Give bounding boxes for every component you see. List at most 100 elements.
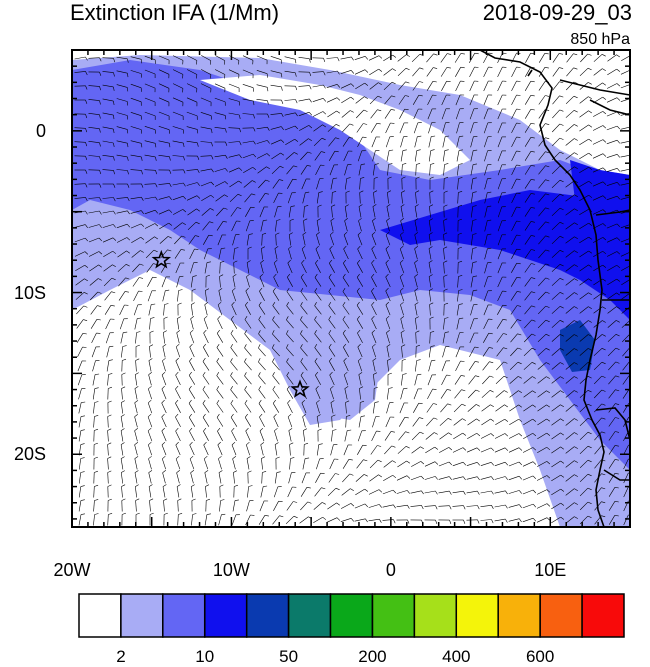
wind-barb (340, 83, 352, 89)
wind-barb (429, 164, 431, 176)
wind-barb (424, 461, 436, 467)
wind-barb (415, 164, 417, 176)
wind-barb (163, 332, 165, 344)
wind-barb (204, 262, 208, 274)
wind-barb (107, 458, 109, 470)
wind-barb-flag (516, 262, 521, 265)
wind-barb-flag (545, 221, 550, 224)
wind-barb (524, 235, 532, 245)
wind-barb-flag (458, 204, 463, 207)
wind-barb-flag (286, 288, 290, 292)
wind-barb-flag (631, 224, 634, 227)
wind-barb (484, 150, 488, 162)
wind-barb-flag (559, 67, 564, 69)
wind-barb-flag (155, 170, 157, 175)
wind-barb-flag (84, 251, 89, 255)
wind-barb-flag (80, 485, 85, 487)
wind-barb-flag (491, 476, 494, 481)
wind-barb-flag (127, 170, 129, 175)
colorbar-swatch (162, 593, 206, 638)
wind-barb-flag (616, 182, 621, 186)
wind-barb (357, 263, 363, 273)
wind-barb-flag (531, 235, 536, 237)
wind-barb (158, 140, 170, 144)
wind-barb (244, 333, 252, 343)
wind-barb (552, 109, 560, 119)
wind-barb (228, 167, 240, 173)
wind-barb (299, 125, 309, 131)
wind-barb-flag (314, 330, 317, 334)
wind-barb-flag (601, 515, 606, 518)
wind-barb (565, 320, 575, 328)
wind-barb (592, 125, 604, 131)
wind-barb (258, 333, 266, 343)
wind-barb-flag (289, 218, 294, 221)
wind-barb-flag (531, 347, 536, 351)
wind-barb-flag (162, 484, 167, 487)
wind-barb (120, 416, 124, 428)
wind-barb (242, 69, 254, 75)
wind-barb (523, 347, 533, 357)
wind-barb (247, 486, 249, 498)
wind-barb-flag (85, 210, 88, 215)
wind-barb-flag (85, 128, 88, 133)
wind-barb-flag (407, 519, 410, 524)
wind-barb (219, 262, 221, 274)
wind-barb (511, 80, 517, 92)
wind-barb (483, 122, 489, 134)
wind-barb (300, 277, 308, 287)
wind-barb (342, 137, 350, 147)
wind-barb (121, 486, 123, 498)
wind-barb (89, 291, 99, 301)
wind-barb-flag (356, 301, 360, 306)
wind-barb (329, 458, 335, 470)
wind-barb (315, 473, 321, 483)
wind-barb (272, 333, 280, 343)
wind-barb-flag (113, 197, 116, 202)
wind-barb-flag (602, 223, 607, 227)
wind-barb (382, 489, 394, 495)
wind-barb (134, 458, 138, 470)
wind-barb-flag (378, 82, 382, 85)
wind-barb (315, 248, 321, 260)
wind-barb (523, 418, 533, 426)
wind-barb-flag (530, 193, 535, 195)
wind-barb (130, 97, 142, 103)
wind-barb (481, 404, 491, 412)
wind-barb-flag (301, 259, 305, 264)
wind-barb (427, 388, 433, 400)
wind-barb-flag (83, 319, 88, 321)
wind-barb (120, 430, 124, 442)
wind-barb-flag (232, 274, 237, 277)
wind-barb-flag (321, 487, 326, 490)
wind-barb-flag (559, 123, 564, 126)
wind-barb (441, 108, 447, 120)
wind-barb (272, 403, 280, 413)
wind-barb (344, 430, 348, 442)
wind-barb (524, 207, 532, 217)
wind-barb (385, 318, 391, 330)
wind-barb (524, 165, 532, 175)
wind-barb (537, 348, 547, 356)
wind-barb-flag (85, 142, 88, 147)
wind-barb-flag (155, 196, 158, 201)
wind-barb (76, 333, 84, 343)
wind-barb (175, 458, 181, 470)
wind-barb (593, 54, 603, 62)
wind-barb (386, 206, 390, 218)
wind-barb (467, 389, 477, 399)
wind-barb-flag (414, 260, 418, 263)
wind-barb-flag (430, 149, 435, 151)
wind-barb (102, 210, 114, 214)
wind-barb (497, 248, 503, 260)
wind-barb-flag (113, 210, 116, 215)
wind-barb-flag (601, 348, 606, 351)
wind-barb (508, 433, 520, 439)
wind-barb (594, 445, 602, 455)
wind-barb-flag (264, 515, 269, 517)
wind-barb-flag (505, 490, 508, 495)
wind-barb (565, 460, 575, 468)
wind-barb (90, 319, 98, 329)
wind-barb-flag (616, 223, 621, 228)
wind-barb-flag (616, 154, 621, 158)
